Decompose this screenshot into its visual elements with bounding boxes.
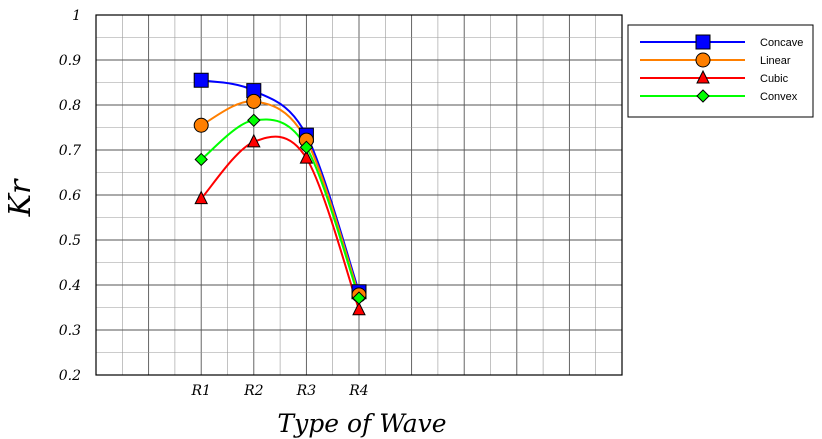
- x-axis-title: Type of Wave: [277, 409, 446, 438]
- y-tick-label: 0.5: [59, 233, 81, 249]
- y-tick-label: 0.2: [59, 368, 81, 384]
- data-point-cubic: [194, 190, 209, 205]
- y-axis-title: Kr: [3, 178, 38, 217]
- y-tick-label: 1: [72, 8, 81, 24]
- data-point-cubic: [299, 149, 314, 164]
- data-point-linear: [193, 117, 209, 133]
- legend-label-cubic: Cubic: [760, 73, 789, 85]
- series-line-convex: [200, 118, 360, 299]
- data-point-convex: [352, 291, 366, 305]
- data-point-convex: [247, 113, 261, 128]
- data-point-cubic: [352, 301, 366, 316]
- legend-label-convex: Convex: [760, 91, 798, 103]
- plot-area-border: [95, 14, 623, 376]
- legend: Concave Linear Cubic Convex: [627, 24, 814, 118]
- series-layer: [200, 79, 360, 311]
- data-point-cubic: [246, 133, 261, 148]
- legend-label-linear: Linear: [760, 55, 791, 67]
- y-tick-label: 0.3: [59, 323, 81, 339]
- y-tick-label: 0.9: [59, 53, 81, 69]
- y-tick-label: 0.6: [59, 188, 81, 204]
- data-point-linear: [246, 93, 262, 109]
- x-tick-label: R4: [348, 383, 368, 399]
- marker-layer: [193, 72, 367, 316]
- grid: [96, 15, 622, 375]
- x-tick-label: R3: [296, 383, 317, 399]
- data-point-convex: [194, 152, 208, 167]
- legend-marker-concave: [695, 34, 711, 50]
- series-line-cubic: [200, 135, 360, 311]
- legend-box: [627, 24, 814, 118]
- data-point-concave: [193, 72, 209, 88]
- y-tick-label: 0.8: [59, 98, 81, 114]
- legend-marker-cubic: [696, 69, 710, 84]
- legend-marker-linear: [695, 52, 711, 68]
- legend-marker-convex: [696, 89, 710, 103]
- y-tick-labels: 0.2 0.3 0.4 0.5 0.6 0.7 0.8 0.9 1: [59, 8, 81, 384]
- y-tick-label: 0.7: [59, 143, 81, 159]
- series-line-concave: [201, 79, 360, 293]
- data-point-convex: [299, 140, 314, 155]
- y-tick-label: 0.4: [59, 278, 81, 294]
- x-tick-label: R2: [243, 383, 264, 399]
- x-tick-label: R1: [190, 383, 210, 399]
- series-line-linear: [200, 100, 360, 296]
- legend-label-concave: Concave: [760, 37, 803, 49]
- x-tick-labels: R1 R2 R3 R4: [190, 383, 368, 399]
